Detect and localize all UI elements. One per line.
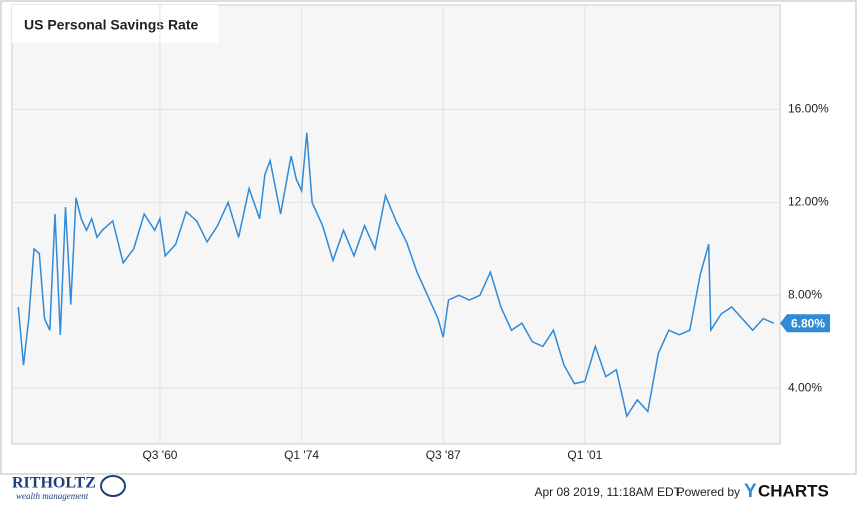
logo: RITHOLTZ xyxy=(12,475,96,492)
plot-area xyxy=(11,4,781,445)
title-box xyxy=(12,5,218,43)
x-tick-label: Q3 '60 xyxy=(142,448,177,462)
y-tick-label: 16.00% xyxy=(788,102,829,116)
last-value-flag xyxy=(780,314,830,333)
timestamp: Apr 08 2019, 11:18AM EDT. xyxy=(534,485,683,499)
x-tick-label: Q3 '87 xyxy=(426,448,461,462)
brand-rest: CHARTS xyxy=(758,481,829,500)
x-tick-label: Q1 '74 xyxy=(284,448,319,462)
y-tick-label: 8.00% xyxy=(788,288,822,302)
x-tick-label: Q1 '01 xyxy=(567,448,602,462)
brand-y: Y xyxy=(744,481,757,502)
logo-sub: wealth management xyxy=(16,491,89,501)
line xyxy=(17,132,775,419)
y-tick-label: 12.00% xyxy=(788,195,829,209)
y-tick-label: 4.00% xyxy=(788,380,822,394)
last-value-label: 6.80% xyxy=(791,316,825,330)
chart-title: US Personal Savings Rate xyxy=(24,17,199,33)
logo-mark xyxy=(100,475,126,497)
powered-by: Powered by xyxy=(677,485,740,499)
